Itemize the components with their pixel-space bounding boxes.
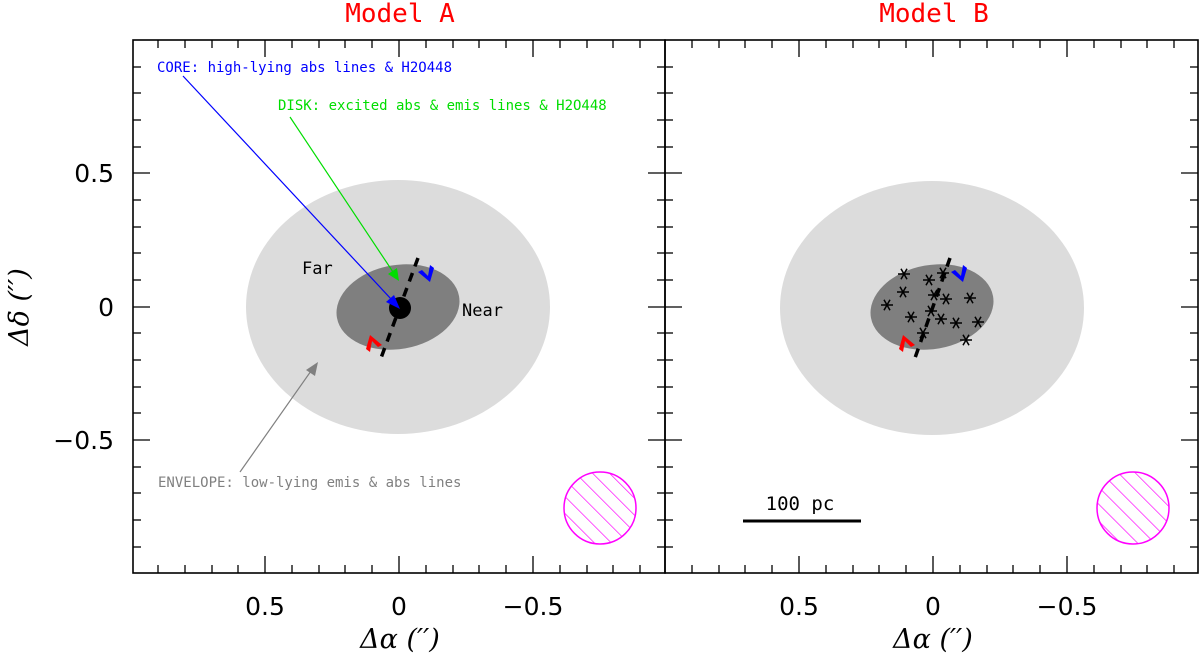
- beam-ellipse: [1096, 471, 1170, 545]
- red-arrow-icon: [366, 335, 382, 352]
- red-arrow-icon: [899, 335, 915, 352]
- x-tick-label: 0.5: [245, 592, 285, 621]
- x-axis-label: Δα (′′): [892, 624, 973, 655]
- star-marker: [923, 274, 935, 286]
- x-tick-label: −0.5: [503, 592, 564, 621]
- panel-a-title: Model A: [345, 0, 455, 29]
- y-tick-label: 0: [98, 293, 114, 322]
- scalebar-label: 100 pc: [766, 493, 835, 515]
- disk-arrowhead-icon: [388, 268, 399, 281]
- panel-a-x-ticks: [157, 40, 641, 573]
- rotation-axis-line: [913, 257, 952, 359]
- star-marker: [964, 292, 976, 304]
- x-tick-label: −0.5: [1037, 592, 1098, 621]
- beam-ellipse: [563, 471, 637, 545]
- y-tick-label: 0.5: [74, 159, 114, 188]
- star-marker: [940, 293, 952, 305]
- envelope-arrowhead-icon: [306, 362, 318, 376]
- blue-arrow-icon: [951, 265, 967, 282]
- x-tick-label: 0: [391, 592, 407, 621]
- core-label: CORE: high-lying abs lines & H2O448: [157, 60, 452, 76]
- star-marker: [897, 286, 909, 298]
- star-marker: [881, 299, 893, 311]
- far-label: Far: [302, 259, 333, 279]
- y-axis-label: Δδ (′′): [4, 268, 35, 347]
- panel-a-y-ticks: [133, 66, 665, 548]
- star-marker: [898, 268, 910, 280]
- star-marker: [935, 313, 947, 325]
- panel-b-x-ticks: [691, 40, 1175, 573]
- envelope-label: ENVELOPE: low-lying emis & abs lines: [158, 475, 461, 491]
- near-label: Near: [462, 301, 503, 321]
- panel-model-b: Model B 100 pc: [664, 0, 1199, 655]
- panel-b-y-ticks: [665, 66, 1198, 548]
- disk-label: DISK: excited abs & emis lines & H2O448: [278, 98, 607, 114]
- star-marker: [960, 334, 972, 346]
- star-marker: [905, 311, 917, 323]
- disk-arrow: [289, 116, 394, 273]
- x-tick-label: 0.5: [779, 592, 819, 621]
- envelope-arrow: [239, 370, 312, 473]
- panel-b-title: Model B: [879, 0, 989, 29]
- x-axis-label: Δα (′′): [359, 624, 440, 655]
- x-tick-label: 0: [925, 592, 941, 621]
- star-marker: [950, 317, 962, 329]
- star-marker: [972, 316, 984, 328]
- panel-model-a: Model A CORE: high-lying abs lines & H2O…: [4, 0, 666, 655]
- core-arrowhead-icon: [386, 295, 400, 309]
- y-tick-label: −0.5: [53, 426, 114, 455]
- blue-arrow-icon: [418, 265, 434, 282]
- core-arrow: [182, 75, 393, 301]
